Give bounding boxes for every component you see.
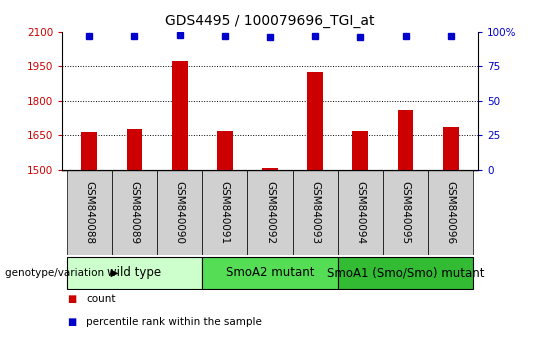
Text: GSM840088: GSM840088: [84, 181, 94, 244]
Text: percentile rank within the sample: percentile rank within the sample: [86, 317, 262, 327]
Bar: [353, 131, 368, 170]
Bar: [338, 257, 474, 289]
Text: genotype/variation  ▶: genotype/variation ▶: [5, 268, 119, 278]
Bar: [338, 170, 383, 255]
Text: ■: ■: [68, 294, 77, 304]
Bar: [112, 170, 157, 255]
Bar: [157, 170, 202, 255]
Text: GSM840095: GSM840095: [401, 181, 410, 244]
Text: SmoA2 mutant: SmoA2 mutant: [226, 266, 314, 279]
Bar: [202, 170, 247, 255]
Text: GSM840091: GSM840091: [220, 181, 230, 244]
Text: GSM840089: GSM840089: [130, 181, 139, 244]
Bar: [66, 257, 202, 289]
Bar: [293, 170, 338, 255]
Bar: [82, 132, 97, 170]
Bar: [397, 110, 414, 170]
Bar: [307, 72, 323, 170]
Text: GSM840092: GSM840092: [265, 181, 275, 244]
Bar: [202, 257, 338, 289]
Bar: [66, 170, 112, 255]
Text: GSM840093: GSM840093: [310, 181, 320, 244]
Text: GSM840096: GSM840096: [446, 181, 456, 244]
Bar: [126, 129, 143, 170]
Bar: [262, 167, 278, 170]
Bar: [247, 170, 293, 255]
Text: GSM840090: GSM840090: [174, 181, 185, 244]
Bar: [383, 170, 428, 255]
Bar: [217, 131, 233, 170]
Text: wild type: wild type: [107, 266, 161, 279]
Text: count: count: [86, 294, 116, 304]
Text: ■: ■: [68, 317, 77, 327]
Bar: [428, 170, 474, 255]
Text: SmoA1 (Smo/Smo) mutant: SmoA1 (Smo/Smo) mutant: [327, 266, 484, 279]
Title: GDS4495 / 100079696_TGI_at: GDS4495 / 100079696_TGI_at: [165, 14, 375, 28]
Bar: [443, 127, 458, 170]
Bar: [172, 61, 187, 170]
Text: GSM840094: GSM840094: [355, 181, 366, 244]
